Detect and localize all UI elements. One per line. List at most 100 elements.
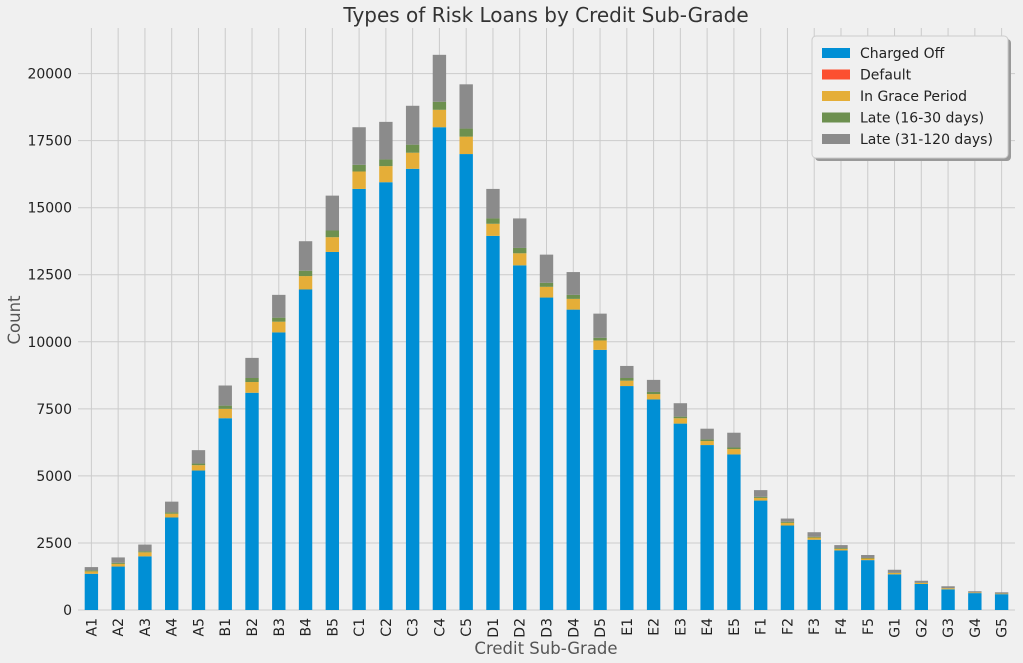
bar-segment xyxy=(405,105,420,145)
bar-segment xyxy=(459,136,473,155)
legend-swatch xyxy=(822,112,850,123)
bar-segment xyxy=(138,551,152,553)
bar-segment xyxy=(298,289,313,610)
bar-segment xyxy=(753,500,768,610)
bar-segment xyxy=(539,297,554,610)
bar-segment xyxy=(379,159,393,167)
bar-segment xyxy=(513,218,527,248)
chart-title: Types of Risk Loans by Credit Sub-Grade xyxy=(342,3,748,27)
bar-segment xyxy=(566,272,580,295)
bar-segment xyxy=(673,403,688,417)
bar-segment xyxy=(379,121,393,160)
x-tick-label: D2 xyxy=(513,618,529,638)
bar-segment xyxy=(352,164,366,172)
bar-segment xyxy=(325,195,340,231)
bar-segment xyxy=(700,428,714,440)
x-tick-label: A1 xyxy=(84,618,100,636)
x-tick-label: D5 xyxy=(593,618,609,638)
bar-segment xyxy=(138,552,152,557)
bar-segment xyxy=(245,357,259,379)
bar-segment xyxy=(593,337,607,341)
bar-segment xyxy=(459,84,473,129)
bar-segment xyxy=(646,391,661,395)
bar-segment xyxy=(111,563,125,567)
bar-segment xyxy=(593,340,607,350)
legend-swatch xyxy=(822,134,850,144)
bar-segment xyxy=(861,557,875,559)
x-tick-label: F4 xyxy=(834,618,850,635)
y-tick-label: 20000 xyxy=(27,67,72,83)
legend-swatch xyxy=(822,91,850,101)
bar-segment xyxy=(834,548,848,549)
bar-segment xyxy=(539,282,554,287)
bar-segment xyxy=(780,522,795,526)
bar-segment xyxy=(620,386,634,610)
bar-segment xyxy=(700,439,714,442)
x-tick-label: E3 xyxy=(673,618,689,636)
bar-segment xyxy=(191,450,206,464)
bar-segment xyxy=(352,127,366,165)
x-tick-label: G1 xyxy=(888,618,904,638)
bar-segment xyxy=(566,298,580,310)
bar-segment xyxy=(352,171,366,189)
x-tick-label: F3 xyxy=(807,618,823,635)
bar-segment xyxy=(994,594,1009,610)
bar-segment xyxy=(780,525,795,610)
bar-segment xyxy=(914,582,928,584)
bar-segment xyxy=(138,556,152,610)
bar-segment xyxy=(298,276,313,290)
y-tick-label: 7500 xyxy=(36,402,72,418)
bar-segment xyxy=(727,454,741,610)
bar-segment xyxy=(272,332,286,610)
bar-segment xyxy=(272,317,286,322)
x-tick-label: B2 xyxy=(245,618,261,637)
bar-segment xyxy=(111,562,125,564)
legend-label: In Grace Period xyxy=(860,89,967,105)
x-tick-label: C4 xyxy=(432,618,448,637)
legend-label: Default xyxy=(860,68,912,84)
x-tick-label: G2 xyxy=(914,618,930,638)
bar-segment xyxy=(646,394,661,400)
bar-segment xyxy=(245,378,259,383)
legend-swatch xyxy=(822,48,850,58)
bar-segment xyxy=(700,441,714,446)
bar-segment xyxy=(566,309,580,610)
x-tick-label: A2 xyxy=(111,618,127,636)
bar-segment xyxy=(620,380,634,387)
bar-segment xyxy=(111,557,125,563)
x-tick-label: E5 xyxy=(727,618,743,636)
bar-segment xyxy=(245,382,259,393)
bar-segment xyxy=(807,536,821,538)
bar-segment xyxy=(191,465,206,471)
bar-segment xyxy=(165,517,179,610)
x-tick-label: F5 xyxy=(861,618,877,635)
bar-segment xyxy=(807,532,821,537)
x-tick-label: F1 xyxy=(754,618,770,635)
bar-segment xyxy=(111,566,125,610)
bar-segment xyxy=(968,592,982,594)
bar-segment xyxy=(432,101,447,110)
bar-segment xyxy=(861,560,875,610)
bar-segment xyxy=(646,379,661,392)
bar-segment xyxy=(486,218,500,224)
bar-segment xyxy=(834,545,848,549)
bar-segment xyxy=(861,558,875,561)
y-axis-label: Count xyxy=(5,295,24,345)
bar-segment xyxy=(218,418,232,610)
y-tick-label: 0 xyxy=(63,603,72,619)
bar-segment xyxy=(727,432,741,448)
bar-segment xyxy=(486,223,500,236)
bar-segment xyxy=(834,550,848,610)
bar-segment xyxy=(593,313,607,338)
bar-segment xyxy=(861,555,875,558)
bar-segment xyxy=(459,154,473,610)
bar-segment xyxy=(780,521,795,523)
y-tick-label: 5000 xyxy=(36,469,72,485)
bar-segment xyxy=(753,490,768,497)
bar-segment xyxy=(620,378,634,381)
bar-segment xyxy=(405,144,420,153)
legend-box xyxy=(811,35,1009,159)
bar-segment xyxy=(914,583,928,610)
bar-segment xyxy=(941,588,955,590)
bar-segment xyxy=(486,235,500,610)
